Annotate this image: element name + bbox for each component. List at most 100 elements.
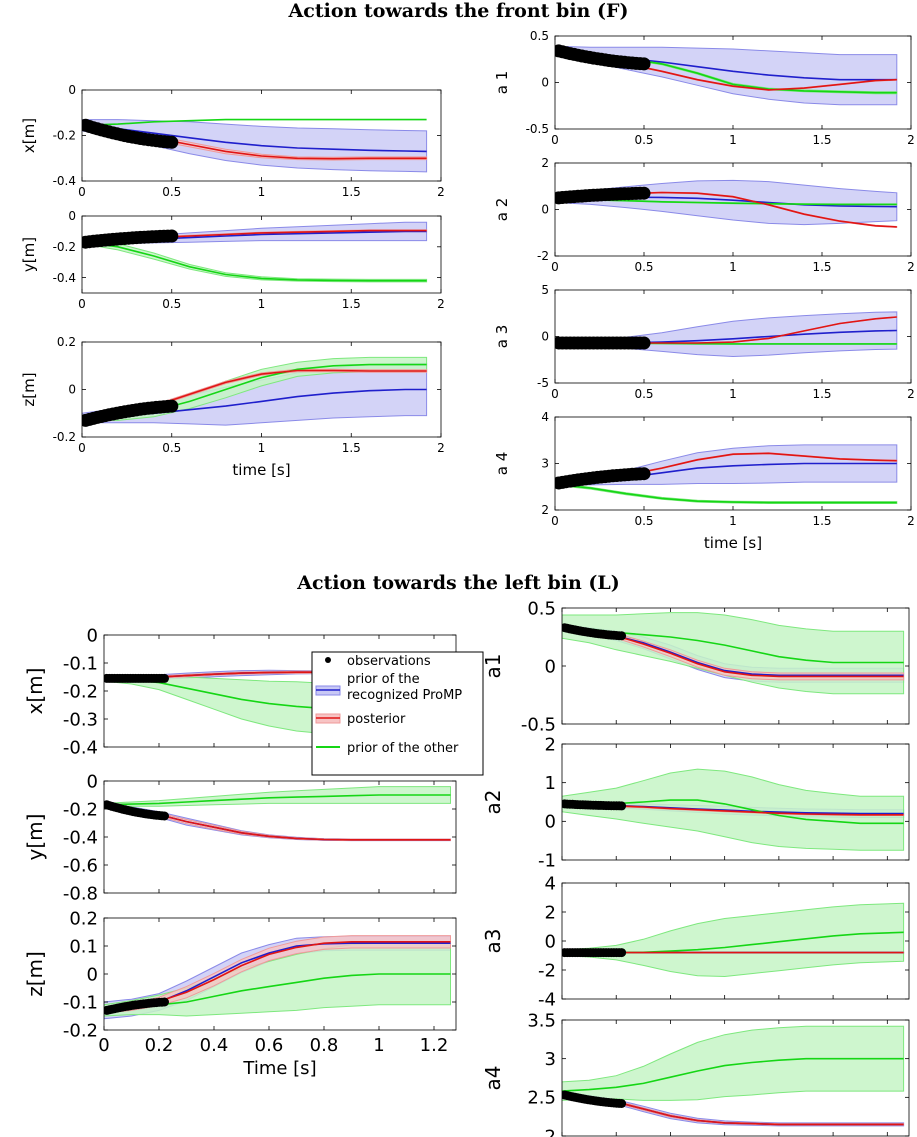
plot-area-F_a1 (555, 44, 898, 106)
xtick-label: 1.5 (342, 441, 361, 455)
xtick-label: 2 (907, 387, 915, 401)
ylabel-L_x: x[m] (23, 668, 47, 715)
ytick-label: -0.8 (63, 883, 98, 904)
ylabel-L_a1: a1 (481, 654, 505, 679)
ytick-label: 0 (541, 330, 549, 344)
ytick-label: 5 (541, 283, 549, 297)
ytick-label: 0 (545, 812, 556, 833)
observation-point (617, 948, 627, 958)
xtick-label: 1.2 (420, 1035, 449, 1056)
xtick-label: 0.2 (145, 1035, 174, 1056)
xtick-label: 0.5 (162, 185, 181, 199)
xtick-label: 0 (551, 514, 559, 528)
xtick-label: 0 (78, 441, 86, 455)
band-green-L_a4 (562, 1025, 905, 1101)
observation-point (617, 1099, 627, 1108)
ylabel-F_a1: a 1 (493, 71, 511, 95)
ytick-label: 2 (545, 1126, 556, 1137)
ytick-label: 0 (68, 209, 76, 223)
xtick-label: 2 (907, 133, 915, 147)
axes-frame-L_a2 (561, 743, 910, 861)
xtick-label: 1 (729, 514, 737, 528)
xtick-label: 0.8 (310, 1035, 339, 1056)
ytick-label: 4 (545, 873, 556, 894)
xlabel-F_a4: time [s] (704, 534, 762, 552)
line-red-L_y (104, 804, 451, 841)
xtick-label: 1 (258, 297, 266, 311)
xtick-label: 0 (78, 185, 86, 199)
ytick-label: -2 (537, 249, 549, 263)
ylabel-F_a3: a 3 (493, 325, 511, 349)
legend-prior-other-label: prior of the other (347, 741, 459, 756)
ytick-label: 0 (87, 625, 98, 646)
ytick-label: 0.5 (530, 29, 549, 43)
ylabel-F_a2: a 2 (493, 198, 511, 222)
ylabel-L_a2: a2 (481, 790, 505, 815)
plot-area-F_a3 (555, 311, 898, 358)
band-blue-F_a3 (555, 311, 898, 358)
xtick-label: 0.5 (634, 387, 653, 401)
plot-area-L_y (104, 786, 451, 842)
ytick-label: 0.1 (69, 936, 98, 957)
plot-F_a3: 50-50 0.5 1 1.5 2a 3 (493, 283, 915, 401)
plot-F_x: 0-0.2-0.40 0.5 1 1.5 2x[m] (20, 83, 445, 199)
ytick-label: -0.4 (63, 737, 98, 758)
line-green-L_y (104, 794, 451, 806)
ytick-label: -0.1 (63, 992, 98, 1013)
ytick-label: -0.3 (63, 709, 98, 730)
plot-area-F_x (82, 118, 428, 173)
xtick-label: 2 (437, 441, 445, 455)
plot-area-L_a3 (562, 902, 905, 978)
ytick-label: 3.5 (527, 1010, 556, 1031)
ylabel-L_a4: a4 (481, 1066, 505, 1091)
ytick-label: 2 (541, 156, 549, 170)
xlabel-F_z: time [s] (232, 461, 290, 479)
line-green-F_y (82, 241, 427, 282)
xtick-label: 0.5 (162, 297, 181, 311)
legend-prior-recognized-label-2: recognized ProMP (347, 688, 462, 703)
observation-point (637, 186, 651, 200)
band-green-F_a4 (555, 482, 898, 504)
ytick-label: 0 (87, 771, 98, 792)
plot-F_a1: 0.50-0.50 0.5 1 1.5 2a 1 (493, 29, 915, 147)
plot-area-L_a1 (562, 612, 905, 695)
observation-point (637, 467, 651, 481)
ytick-label: 0 (541, 76, 549, 90)
plot-L_y: 0 -0.2 -0.4 -0.6 -0.8 y[m] (23, 771, 457, 904)
front-bin-title: Action towards the front bin (F) (288, 0, 629, 22)
ytick-label: -0.2 (63, 1020, 98, 1041)
plot-L_a3: 4 2 0 -2 -4 a3 (481, 873, 910, 1010)
observation-point (165, 399, 179, 413)
ylabel-F_y: y[m] (20, 237, 38, 272)
xtick-label: 1.5 (812, 514, 831, 528)
ylabel-F_z: z[m] (20, 372, 38, 406)
xtick-label: 1 (258, 441, 266, 455)
observation-point (160, 997, 169, 1007)
legend: observations prior of the recognized Pro… (311, 651, 484, 776)
band-green-L_a1 (562, 612, 905, 695)
xtick-label: 1.5 (812, 387, 831, 401)
observation-point (165, 135, 179, 149)
ytick-label: -0.4 (53, 271, 76, 285)
xtick-label: 1 (258, 185, 266, 199)
xtick-label: 0.5 (634, 133, 653, 147)
ylabel-L_a3: a3 (481, 929, 505, 954)
observation-point (617, 801, 627, 811)
ytick-label: 3 (545, 1049, 556, 1070)
plot-F_y: 0-0.2-0.40 0.5 1 1.5 2y[m] (20, 209, 445, 311)
observation-point (165, 229, 179, 243)
xtick-label: 0.6 (255, 1035, 284, 1056)
xtick-label: 1.5 (812, 133, 831, 147)
band-green-F_y (82, 240, 428, 283)
ytick-label: -4 (538, 989, 556, 1010)
legend-prior-recognized-label-1: prior of the (347, 672, 420, 687)
band-red-L_y (104, 803, 451, 841)
line-green-F_x (82, 118, 427, 127)
xlabel-L_z: Time [s] (242, 1058, 316, 1079)
plot-L_a1: 0.5 0 -0.5 a1 (481, 598, 910, 735)
